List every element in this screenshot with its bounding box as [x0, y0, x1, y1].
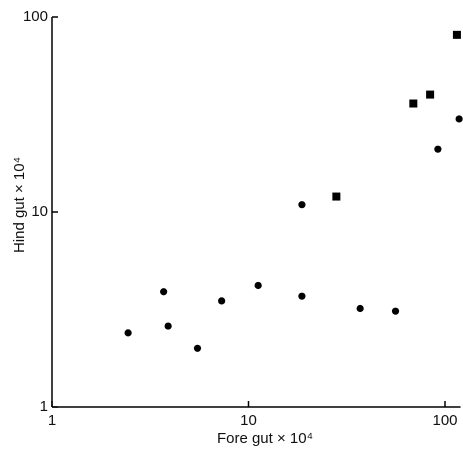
circle-point [218, 297, 226, 305]
square-point [426, 90, 435, 99]
circle-point [434, 145, 442, 153]
circle-point [455, 115, 463, 123]
circle-point [298, 201, 306, 209]
y-axis-label: Hind gut × 10⁴ [11, 157, 28, 253]
circle-point [193, 344, 202, 352]
y-tick-label: 100 [23, 8, 48, 25]
x-axis-label: Fore gut × 10⁴ [217, 430, 313, 447]
square-point [452, 30, 461, 39]
y-tick-label: 1 [40, 398, 48, 415]
x-tick-label: 1 [48, 412, 56, 429]
x-tick-label: 10 [240, 412, 257, 429]
circle-point [254, 281, 262, 290]
circle-point [164, 322, 172, 330]
circle-point [356, 304, 364, 313]
circle-point [160, 288, 168, 296]
x-tick-label: 100 [432, 412, 457, 429]
circle-point [391, 307, 400, 315]
y-tick-label: 10 [31, 203, 48, 220]
square-point [409, 99, 418, 108]
circle-point [298, 292, 306, 300]
circle-point [124, 329, 132, 337]
square-point [332, 192, 341, 201]
